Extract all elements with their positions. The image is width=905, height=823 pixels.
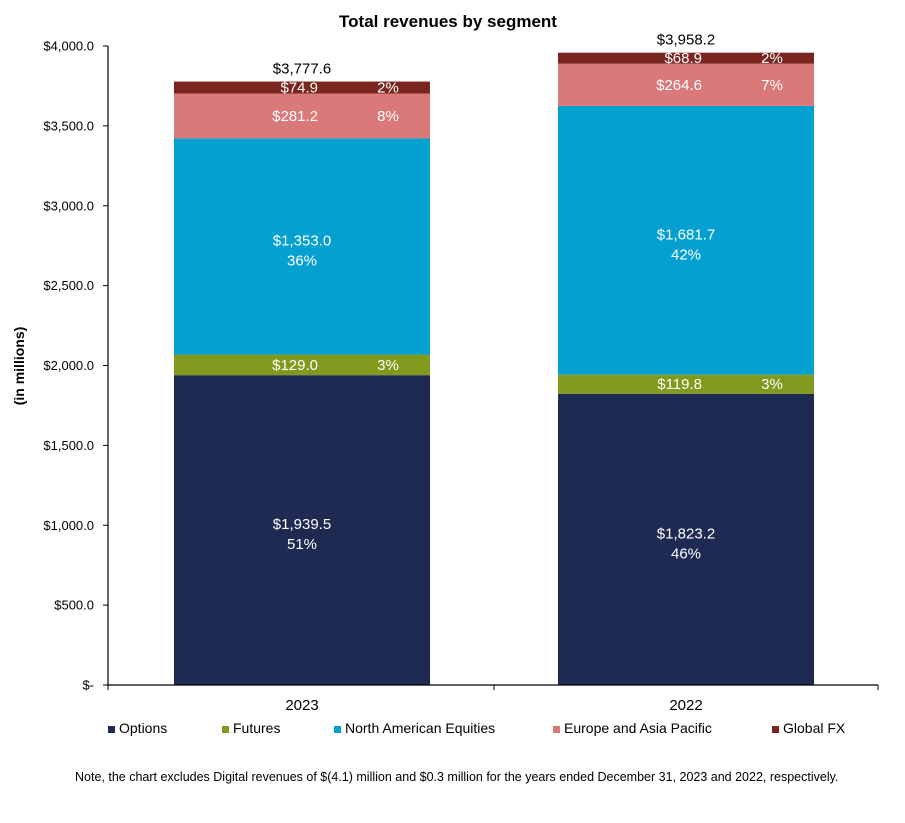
bar-segment-north-american-equities: [558, 105, 814, 375]
data-label: $1,353.0: [273, 232, 331, 249]
bar-segment-futures: [558, 374, 814, 394]
legend-label: North American Equities: [345, 720, 495, 736]
total-label: $3,958.2: [657, 32, 715, 49]
legend-label: Global FX: [783, 720, 846, 736]
bar-segment-options: [558, 393, 814, 685]
legend-swatch: [772, 726, 779, 733]
y-tick-label: $3,500.0: [43, 118, 94, 133]
legend-swatch: [108, 726, 115, 733]
y-tick-label: $2,500.0: [43, 278, 94, 293]
data-label: $129.0: [272, 357, 318, 374]
legend-swatch: [334, 726, 341, 733]
data-label-pct: 8%: [377, 108, 399, 125]
y-axis: $- $500.0 $1,000.0 $1,500.0 $2,000.0 $2,500.0…: [43, 39, 109, 693]
data-label: $264.6: [656, 77, 702, 94]
x-tick-label: 2022: [669, 697, 702, 714]
data-label: $74.9: [280, 80, 318, 97]
footnote-text: Note, the chart excludes Digital revenue…: [75, 770, 839, 784]
legend-swatch: [553, 726, 560, 733]
bars: $1,939.5 51% $129.0 3% $1,353.0 36% $281.2 8% $7…: [174, 32, 814, 685]
bar-segment-europe-and-asia-pacific: [174, 93, 430, 139]
footnote: Note, the chart excludes Digital revenue…: [75, 769, 875, 785]
bar-segment-global-fx: [174, 81, 430, 94]
y-tick-label: $2,000.0: [43, 358, 94, 373]
legend-label: Options: [119, 720, 167, 736]
data-label: $1,823.2: [657, 525, 715, 542]
y-tick-label: $1,500.0: [43, 438, 94, 453]
data-label-pct: 42%: [671, 246, 701, 263]
legend-label: Futures: [233, 720, 280, 736]
data-label: $1,681.7: [657, 226, 715, 243]
bar-segment-europe-and-asia-pacific: [558, 63, 814, 106]
data-label-pct: 36%: [287, 252, 317, 269]
bar-segment-global-fx: [558, 52, 814, 64]
y-tick-label: $4,000.0: [43, 39, 94, 54]
data-label-pct: 51%: [287, 536, 317, 553]
data-label-pct: 3%: [377, 357, 399, 374]
chart-title: Total revenues by segment: [339, 12, 557, 31]
stacked-bar-chart: Total revenues by segment (in millions) …: [11, 12, 879, 736]
x-tick-label: 2023: [285, 697, 318, 714]
x-axis: 2023 2022: [107, 684, 879, 714]
bar-segment-north-american-equities: [174, 138, 430, 355]
bar-segment-futures: [174, 354, 430, 376]
y-axis-label: (in millions): [11, 327, 27, 406]
data-label-pct: 7%: [761, 77, 783, 94]
y-tick-label: $500.0: [54, 598, 94, 613]
data-label: $119.8: [657, 376, 702, 393]
total-label: $3,777.6: [273, 61, 331, 78]
bar-segment-options: [174, 375, 430, 685]
data-label-pct: 2%: [761, 50, 783, 67]
legend-swatch: [222, 726, 229, 733]
data-label-pct: 2%: [377, 80, 399, 97]
data-label-pct: 46%: [671, 545, 701, 562]
y-tick-label: $1,000.0: [43, 518, 94, 533]
data-label: $68.9: [664, 50, 702, 67]
data-label: $1,939.5: [273, 516, 331, 533]
data-label: $281.2: [272, 108, 318, 125]
legend-label: Europe and Asia Pacific: [564, 720, 712, 736]
y-tick-label: $-: [82, 678, 94, 693]
legend: Options Futures North American Equities Eur…: [108, 720, 846, 736]
y-tick-label: $3,000.0: [43, 198, 94, 213]
data-label-pct: 3%: [761, 376, 783, 393]
